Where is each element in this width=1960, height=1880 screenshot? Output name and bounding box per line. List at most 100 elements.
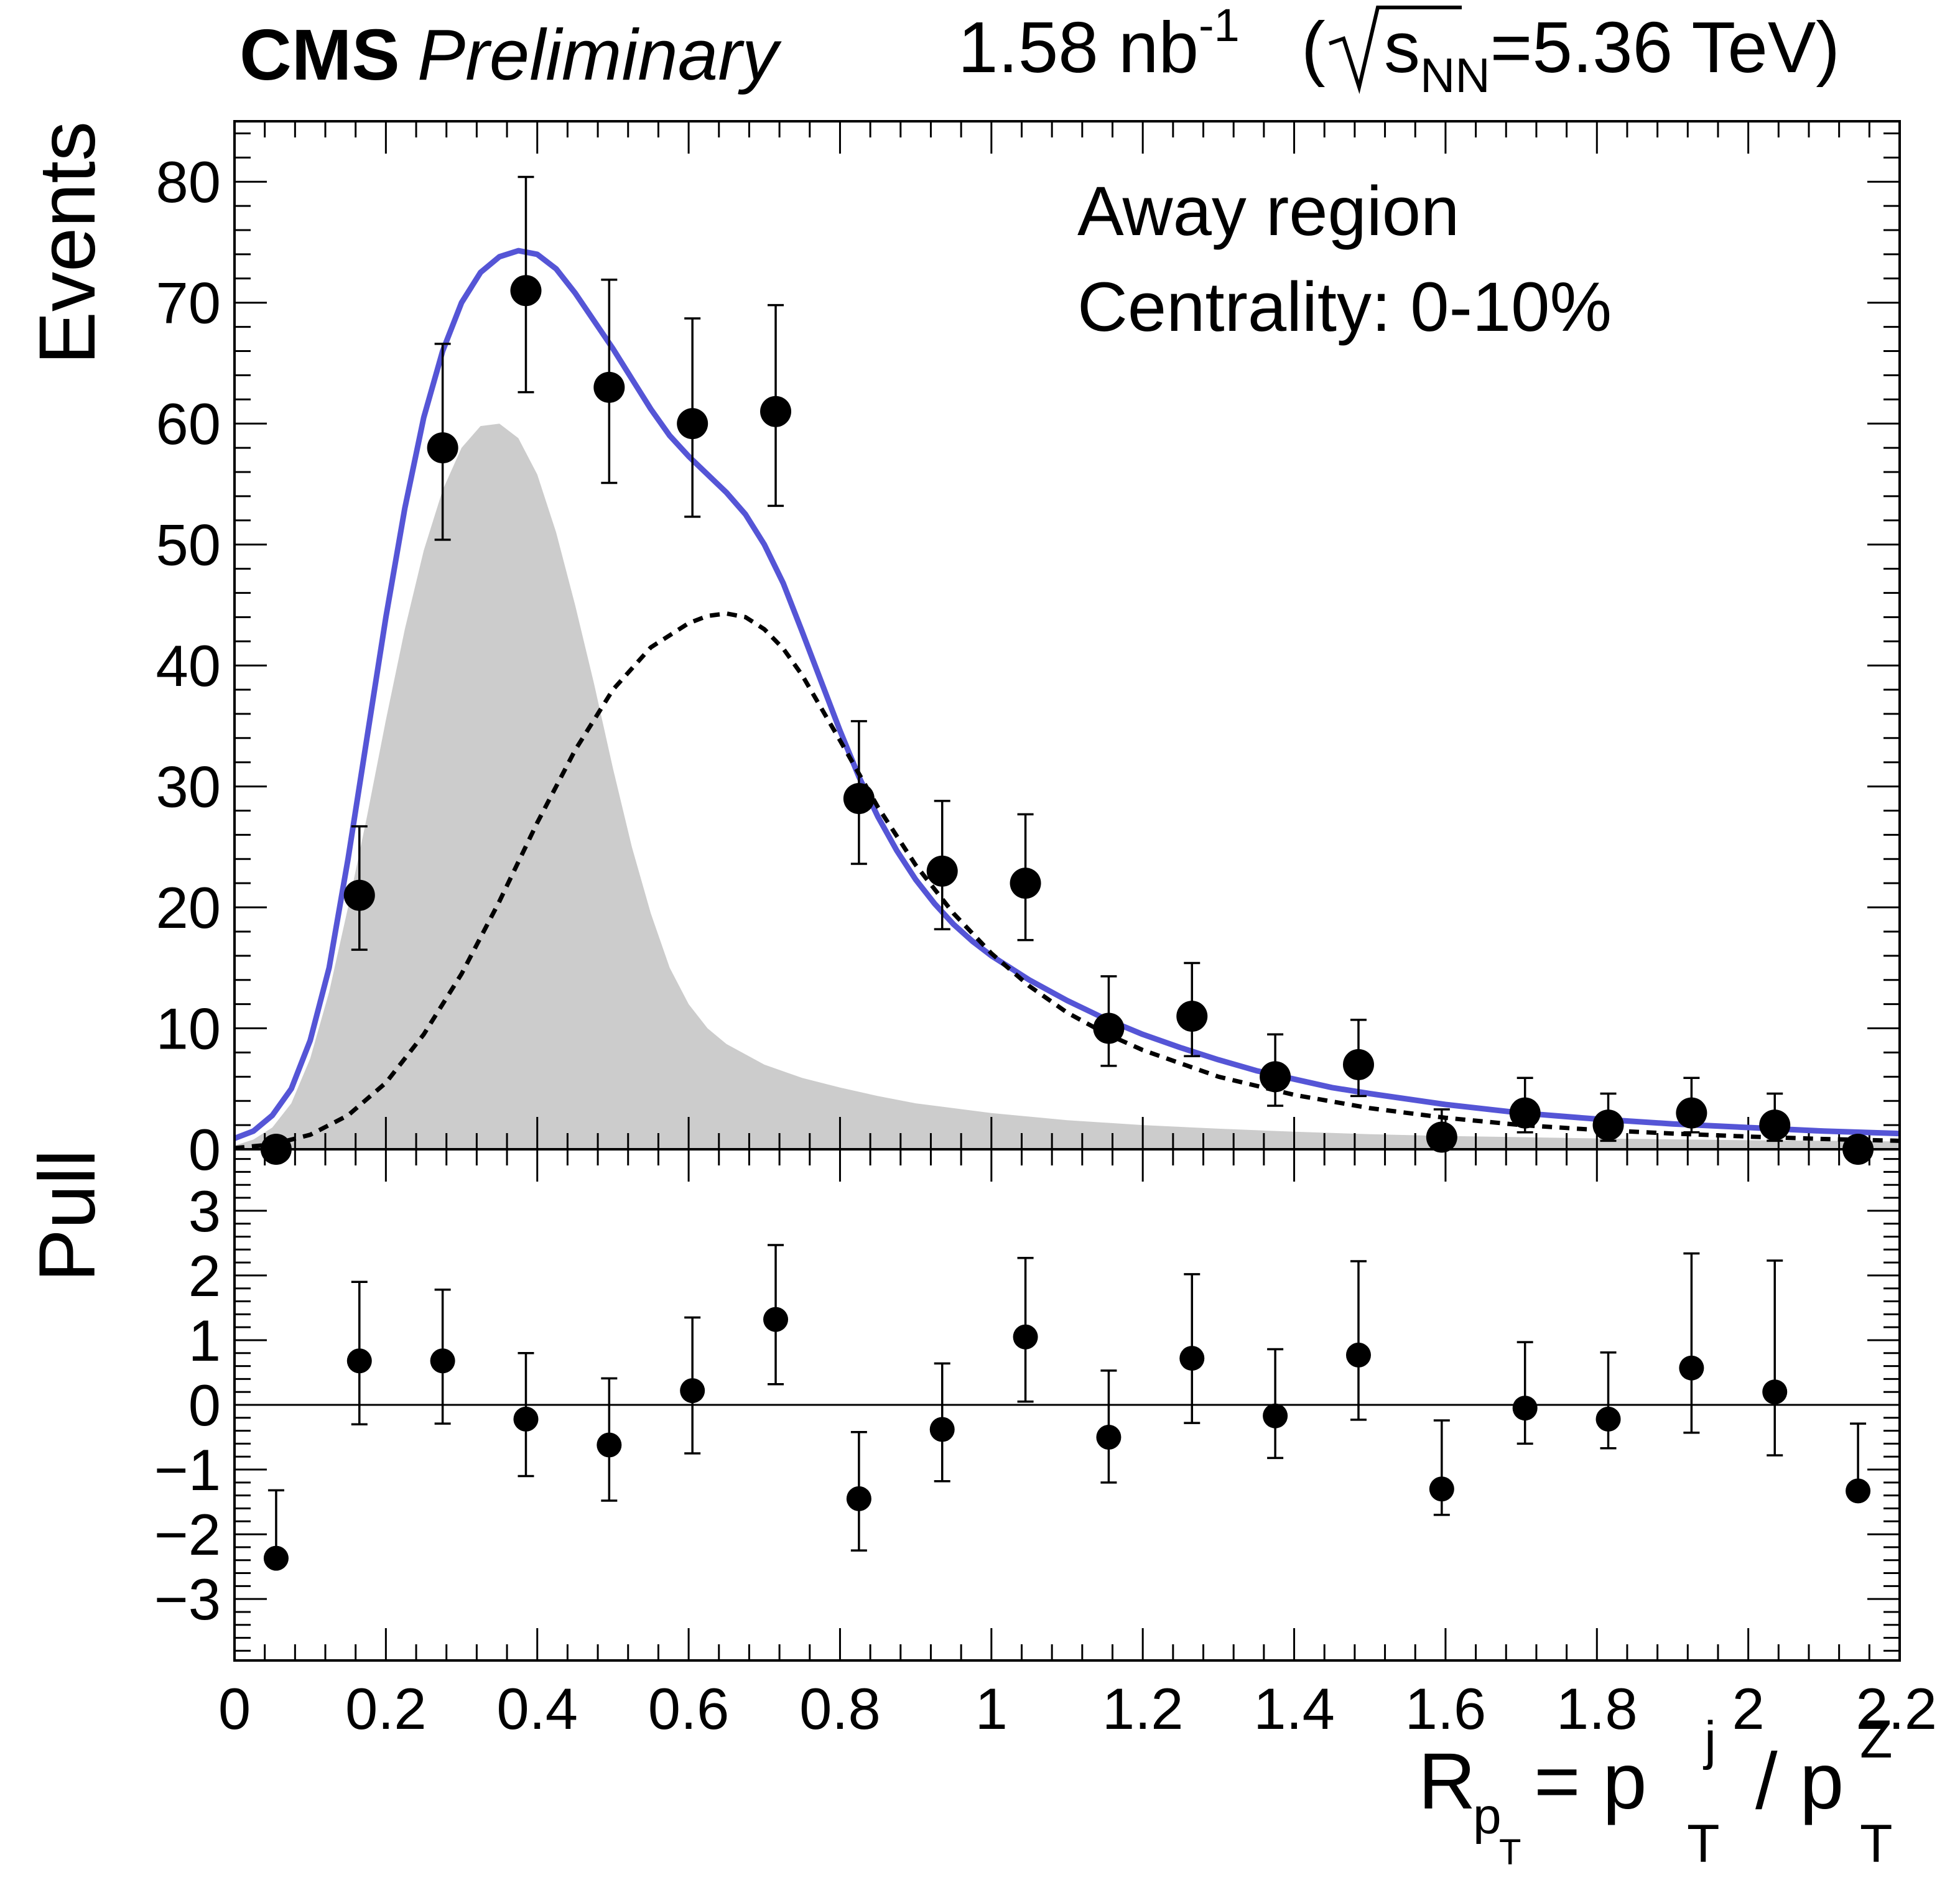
energy-label: sNN=5.36 TeV) (1384, 7, 1840, 103)
x-tick-label: 0.2 (345, 1676, 427, 1741)
lower-data-point (1013, 1324, 1038, 1350)
lumi-value: 1.58 nb (958, 7, 1199, 88)
x-title-R: R (1418, 1737, 1475, 1826)
upper-data-point (1260, 1061, 1291, 1093)
x-tick-label: 0.6 (648, 1676, 730, 1741)
x-tick-label: 0.8 (799, 1676, 881, 1741)
centrality-annotation: Centrality: 0-10% (1077, 268, 1612, 346)
x-title-eq: = p (1534, 1737, 1647, 1826)
upper-data-point (926, 855, 958, 887)
lower-data-point (1595, 1406, 1621, 1432)
upper-data-points (260, 175, 1874, 1165)
lower-y-tick-label: −2 (154, 1502, 221, 1567)
lower-data-point (1429, 1476, 1454, 1502)
upper-fill-layer (235, 424, 1900, 1150)
energy-value: =5.36 TeV) (1490, 7, 1840, 88)
upper-y-tick-label: 30 (156, 754, 221, 820)
sqrt-sign (1329, 6, 1462, 95)
upper-data-point (427, 432, 458, 464)
lower-data-point (680, 1378, 705, 1404)
upper-data-point (1676, 1097, 1707, 1129)
upper-y-tick-label: 80 (156, 149, 221, 215)
upper-data-point (1426, 1121, 1457, 1153)
x-tick-label: 1.6 (1405, 1676, 1487, 1741)
lower-y-tick-label: −3 (154, 1567, 221, 1632)
x-title-den-sub: T (1860, 1814, 1893, 1874)
upper-data-point (1093, 1012, 1125, 1044)
x-tick-label: 1.4 (1253, 1676, 1335, 1741)
x-tick-label: 1.8 (1556, 1676, 1638, 1741)
lower-data-point (597, 1432, 622, 1458)
lower-data-point (1263, 1403, 1288, 1429)
x-tick-label: 2.2 (1855, 1676, 1937, 1741)
upper-data-point (593, 371, 625, 403)
x-tick-label: 1.2 (1102, 1676, 1184, 1741)
lumi-label: 1.58 nb-1 (958, 0, 1240, 88)
upper-data-point (1342, 1049, 1374, 1080)
lower-data-point (1762, 1379, 1788, 1405)
upper-data-point (677, 408, 708, 440)
x-tick-label: 2 (1732, 1676, 1764, 1741)
status-label: Preliminary (417, 14, 782, 95)
lower-y-tick-label: 0 (188, 1373, 221, 1438)
upper-y-tick-label: 50 (156, 512, 221, 578)
lower-tick-marks (233, 1149, 1901, 1660)
upper-data-point (1759, 1109, 1791, 1141)
x-tick-label: 0.4 (496, 1676, 578, 1741)
x-tick-label: 0 (218, 1676, 251, 1741)
series-component-2-area (235, 424, 1900, 1150)
x-tick-label: 1 (975, 1676, 1008, 1741)
upper-data-point (1010, 868, 1041, 899)
upper-data-point (510, 275, 542, 307)
experiment-label: CMS (239, 14, 400, 95)
x-title-R-sub: p (1473, 1788, 1502, 1845)
upper-data-point (343, 879, 375, 911)
upper-data-point (760, 396, 792, 427)
lower-y-tick-label: −1 (154, 1437, 221, 1503)
cms-header: CMS Preliminary (239, 14, 782, 95)
lower-y-tick-label: 3 (188, 1178, 221, 1244)
lower-data-point (430, 1348, 455, 1374)
lower-data-points (263, 1244, 1871, 1571)
x-title-num-sup: j (1702, 1711, 1716, 1771)
lower-data-point (1096, 1425, 1122, 1450)
upper-y-tick-label: 70 (156, 271, 221, 336)
lower-data-point (346, 1348, 372, 1374)
upper-data-point (843, 783, 875, 815)
lower-y-axis-title: Pull (23, 1149, 112, 1282)
series-component-1-line (234, 611, 1900, 1151)
lower-data-point (929, 1417, 955, 1442)
x-axis-title: R p T = p j T / p Z T (1418, 1710, 1893, 1874)
x-title-R-subsub: T (1499, 1832, 1521, 1873)
upper-y-tick-label: 0 (188, 1117, 221, 1182)
x-title-slash: / p (1755, 1737, 1844, 1826)
lumi-exponent: -1 (1199, 0, 1240, 51)
lower-data-point (763, 1307, 789, 1332)
upper-y-tick-label: 60 (156, 391, 221, 456)
lower-y-tick-label: 1 (188, 1308, 221, 1373)
energy-subscript: NN (1420, 48, 1490, 103)
upper-y-tick-label: 40 (156, 633, 221, 698)
lower-data-point (1345, 1342, 1371, 1368)
lower-plot-frame (233, 1148, 1901, 1662)
x-title-den-sup: Z (1860, 1710, 1893, 1769)
lower-data-point (1679, 1355, 1704, 1381)
lower-data-point (513, 1406, 539, 1432)
lower-data-point (263, 1545, 289, 1571)
upper-y-axis-title: Events (23, 121, 112, 364)
upper-tick-marks (233, 121, 1901, 1151)
upper-y-tick-label: 10 (156, 996, 221, 1062)
upper-y-tick-label: 20 (156, 875, 221, 940)
x-tick-labels: 0 0.2 0.4 0.6 0.8 1 1.2 1.4 1.6 1.8 2 2.2 (218, 1676, 1937, 1741)
energy-open-paren: ( (1301, 7, 1326, 88)
upper-y-tick-labels: 0 10 20 30 40 50 60 70 80 (156, 149, 221, 1182)
upper-data-point (1176, 1001, 1208, 1032)
lower-data-point (1846, 1478, 1871, 1504)
upper-data-point (1509, 1097, 1541, 1129)
lower-data-point (846, 1486, 871, 1511)
lower-data-point (1179, 1346, 1205, 1371)
upper-data-point (1592, 1109, 1624, 1141)
energy-s: s (1384, 7, 1420, 88)
